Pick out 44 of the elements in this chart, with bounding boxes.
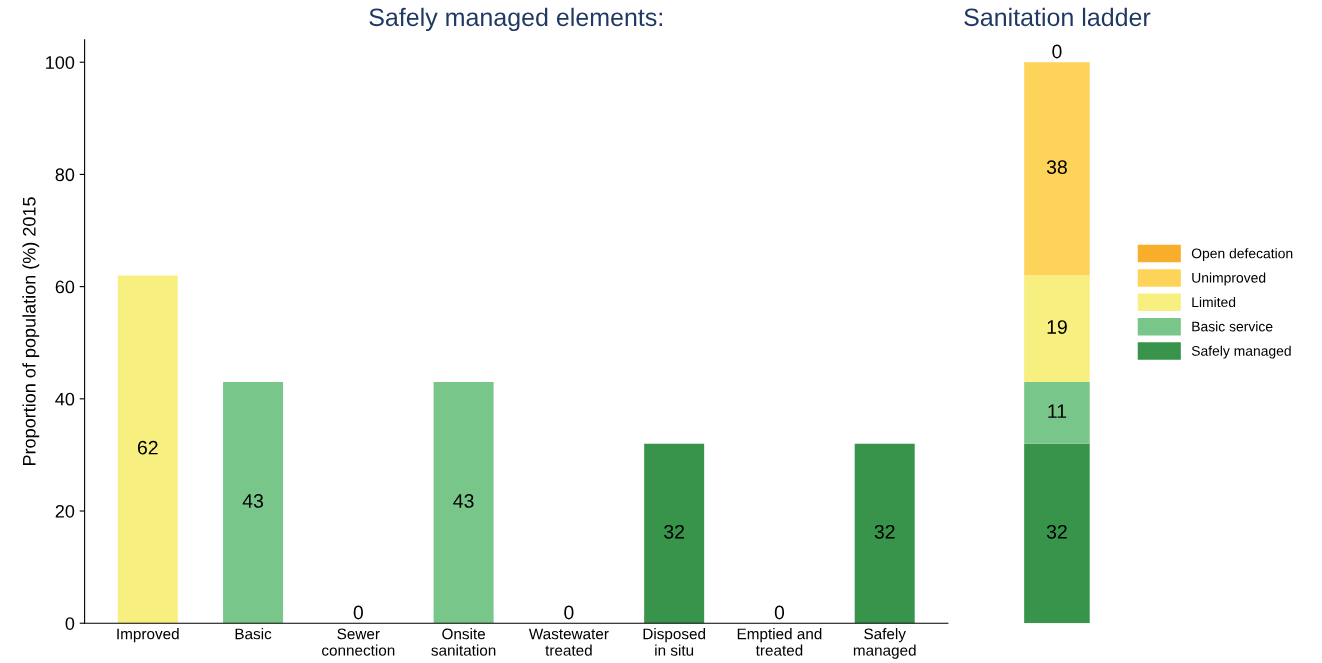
data-label: 0 bbox=[353, 605, 363, 620]
data-label: 32 bbox=[1046, 524, 1067, 539]
y-tick-label: 60 bbox=[55, 280, 75, 294]
data-label: 32 bbox=[874, 524, 895, 539]
y-tick-label: 100 bbox=[46, 56, 75, 69]
y-tick-label: 20 bbox=[55, 504, 75, 518]
chart-title: Safely managed elements: bbox=[369, 7, 662, 32]
bar bbox=[1024, 275, 1090, 382]
bar bbox=[117, 275, 178, 624]
data-label: 0 bbox=[774, 605, 785, 620]
data-label: 0 bbox=[564, 605, 574, 620]
data-label: 32 bbox=[664, 524, 684, 539]
legend-label: Unimproved bbox=[1192, 272, 1266, 286]
data-label: 11 bbox=[1048, 404, 1067, 418]
bar bbox=[1024, 62, 1090, 276]
data-label: 0 bbox=[1052, 44, 1062, 59]
data-label: 43 bbox=[242, 494, 264, 508]
bar bbox=[1024, 443, 1090, 624]
x-tick-label: Improved bbox=[117, 628, 179, 643]
y-tick-label: 0 bbox=[65, 617, 75, 630]
data-label: 43 bbox=[453, 494, 474, 508]
bar bbox=[433, 381, 494, 624]
bar bbox=[223, 381, 284, 624]
x-tick-label: Onsite sanitation bbox=[431, 628, 496, 656]
y-axis-title: Proportion of population (%) 2015 bbox=[22, 197, 40, 466]
legend-label: Safely managed bbox=[1191, 345, 1291, 359]
x-tick-label: Sewer connection bbox=[322, 628, 395, 656]
bar bbox=[644, 443, 705, 624]
data-label: 62 bbox=[137, 440, 158, 455]
legend-label: Open defecation bbox=[1191, 248, 1293, 262]
x-tick-label: Emptied and treated bbox=[737, 628, 822, 656]
y-tick-label: 80 bbox=[55, 168, 75, 182]
bar bbox=[854, 443, 915, 624]
data-label: 19 bbox=[1047, 320, 1067, 334]
legend-label: Limited bbox=[1192, 296, 1236, 308]
y-tick-label: 40 bbox=[55, 392, 75, 406]
x-tick-label: Wastewater treated bbox=[528, 628, 609, 656]
x-tick-label: Safely managed bbox=[853, 628, 916, 659]
data-label: 38 bbox=[1046, 160, 1067, 175]
legend-label: Basic service bbox=[1192, 321, 1273, 332]
chart-title: Sanitation ladder bbox=[964, 7, 1151, 27]
bar bbox=[1024, 381, 1090, 444]
x-tick-label: Basic bbox=[235, 628, 272, 640]
x-tick-label: Disposed in situ bbox=[643, 628, 706, 656]
